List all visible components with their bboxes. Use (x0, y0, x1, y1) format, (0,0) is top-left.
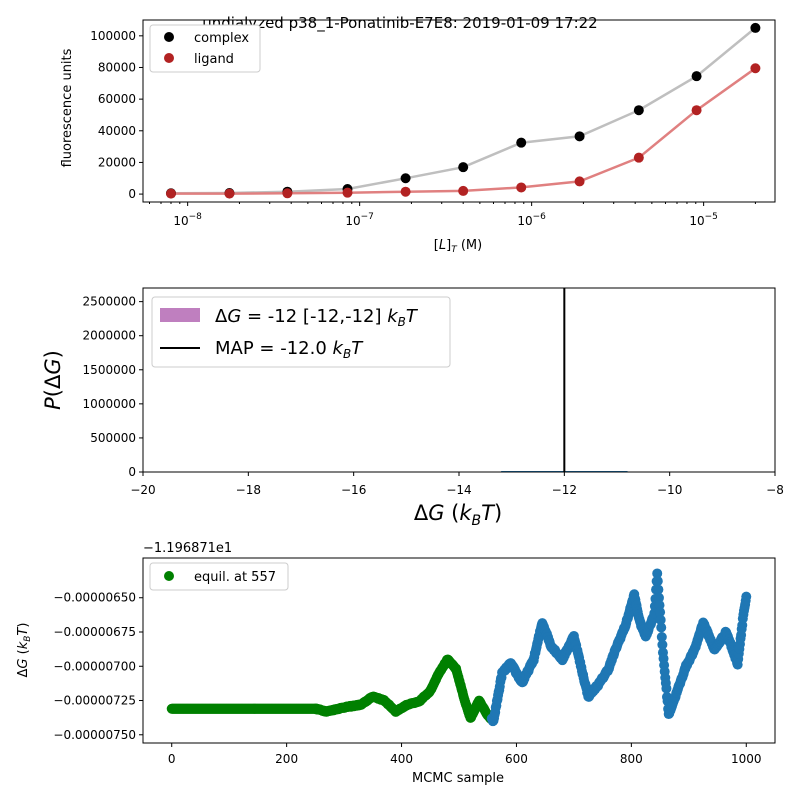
point-complex (400, 173, 411, 184)
y-tick-label: 60000 (98, 92, 136, 106)
legend-complex-label: complex (194, 31, 249, 46)
x-tick-label: 200 (275, 752, 298, 766)
point-ligand (633, 152, 644, 163)
y-tick-label: −0.00000675 (53, 625, 136, 639)
point-complex (633, 105, 644, 116)
y-tick-label: −0.00000650 (53, 591, 136, 605)
legend-equil-marker (164, 571, 174, 581)
legend-posterior-swatch (160, 308, 200, 322)
legend-ligand-marker (164, 53, 174, 63)
x-tick-label: 10−6 (517, 212, 546, 228)
panel-posterior: −20 −18 −16 −14 −12 −10 −8 0 500000 1000000 150000… (41, 287, 784, 529)
trace-point (652, 568, 663, 579)
y-tick-label: 80000 (98, 60, 136, 74)
x-tick-label: 800 (620, 752, 643, 766)
chart2-xlabel: ΔG (kBT) (414, 501, 502, 529)
legend-equil-label: equil. at 557 (194, 570, 276, 585)
point-ligand (400, 186, 411, 197)
point-complex (458, 162, 469, 173)
x-tick-label: 400 (390, 752, 413, 766)
chart1-legend: complex ligand (149, 24, 261, 73)
x-tick-label: 10−8 (173, 212, 202, 228)
trace-point (655, 614, 666, 625)
point-complex (516, 137, 527, 148)
y-tick-label: 1000000 (83, 397, 136, 411)
x-tick-label: −12 (552, 483, 577, 497)
y-tick-label: 500000 (90, 431, 136, 445)
legend-complex-marker (164, 32, 174, 42)
trace-point (655, 607, 666, 618)
point-complex (750, 22, 761, 33)
x-tick-label: 600 (505, 752, 528, 766)
x-tick-label: −14 (446, 483, 471, 497)
x-tick-label: 10−7 (345, 212, 374, 228)
point-ligand (516, 182, 527, 193)
point-complex (574, 131, 585, 142)
trace-point (652, 576, 663, 587)
legend-map-label: MAP = -12.0 kBT (215, 338, 364, 361)
chart3-ylabel: ΔG (kBT) (16, 623, 33, 678)
trace-point (661, 683, 672, 694)
chart3-xlabel: MCMC sample (412, 771, 504, 786)
x-tick-label: 0 (168, 752, 176, 766)
y-tick-label: −0.00000750 (53, 728, 136, 742)
x-tick-label: 1000 (731, 752, 762, 766)
y-tick-label: 20000 (98, 155, 136, 169)
x-tick-label: −16 (341, 483, 366, 497)
point-ligand (165, 188, 176, 199)
trace-point (653, 584, 664, 595)
trace-point (657, 639, 668, 650)
point-ligand (342, 187, 353, 198)
chart3-offset: −1.196871e1 (143, 541, 232, 556)
legend-ligand-label: ligand (194, 52, 234, 67)
y-tick-label: −0.00000725 (53, 694, 136, 708)
legend-posterior-label: ΔG = -12 [-12,-12] kBT (215, 306, 419, 329)
x-tick-label: −20 (130, 483, 155, 497)
point-ligand (458, 185, 469, 196)
point-ligand (224, 188, 235, 199)
y-tick-label: 0 (128, 465, 136, 479)
chart2-legend: ΔG = -12 [-12,-12] kBT MAP = -12.0 kBT (151, 296, 451, 368)
trace-point (656, 632, 667, 643)
trace-point (656, 622, 667, 633)
chart1-xlabel: [L]T (M) (434, 238, 482, 255)
point-ligand (574, 176, 585, 187)
chart3-frame (142, 557, 776, 744)
trace-point (653, 592, 664, 603)
y-tick-label: 2500000 (83, 295, 136, 309)
y-tick-label: −0.00000700 (53, 659, 136, 673)
y-tick-label: 40000 (98, 124, 136, 138)
y-tick-label: 1500000 (83, 363, 136, 377)
chart3-legend: equil. at 557 (149, 562, 289, 591)
y-tick-label: 2000000 (83, 329, 136, 343)
point-ligand (282, 188, 293, 199)
point-ligand (750, 63, 761, 74)
x-tick-label: 10−5 (689, 212, 718, 228)
trace-point (741, 591, 752, 602)
point-ligand (691, 105, 702, 116)
x-tick-label: −8 (766, 483, 784, 497)
chart1-ylabel: fluorescence units (60, 48, 75, 167)
series-line-ligand (171, 67, 757, 195)
panel-binding-curve: undialyzed p38_1-Ponatinib-E7E8: 2019-01… (60, 14, 776, 255)
x-tick-label: −10 (657, 483, 682, 497)
chart2-ylabel: P(ΔG) (41, 350, 65, 410)
x-tick-label: −18 (236, 483, 261, 497)
panel-trace: −1.196871e1 0 200 400 600 800 1000 −0.00000650… (16, 541, 776, 786)
chart1-frame (142, 19, 776, 203)
y-tick-label: 100000 (90, 29, 136, 43)
chart1-title: undialyzed p38_1-Ponatinib-E7E8: 2019-01… (202, 14, 597, 33)
point-complex (691, 71, 702, 82)
y-tick-label: 0 (128, 187, 136, 201)
